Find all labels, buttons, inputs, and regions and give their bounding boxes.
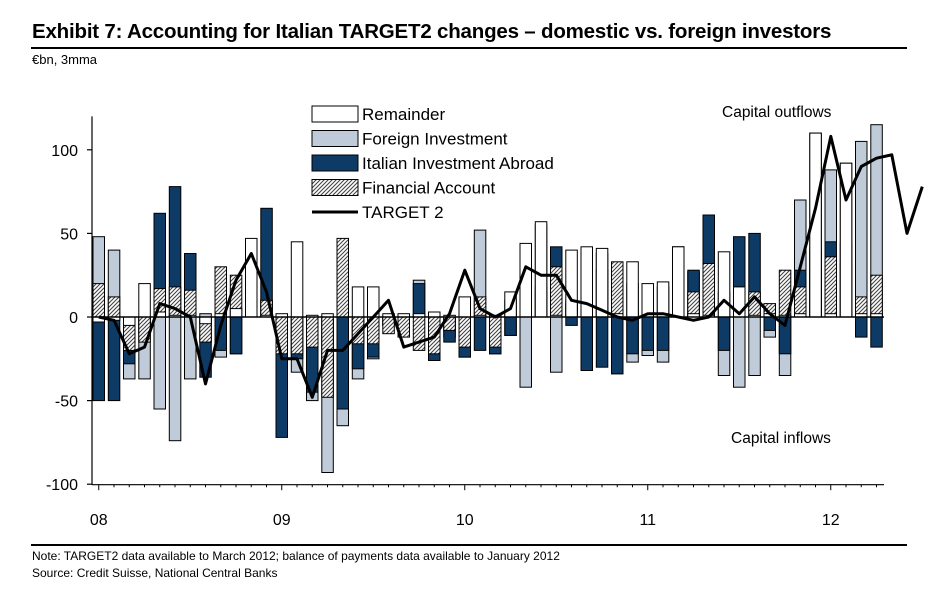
x-tick-label: 10 [456,512,474,529]
chart-source: Source: Credit Suisse, National Central … [32,566,278,580]
bar-italian-investment-abroad [565,316,578,326]
bar-italian-investment-abroad [92,316,105,402]
bar-financial-account [702,263,715,318]
bar-remainder [672,246,685,318]
legend-financial-account-swatch [311,179,359,196]
line-layer [98,134,924,399]
bar-italian-investment-abroad [717,316,731,351]
x-tick-label: 08 [90,512,108,529]
unit-label: €bn, 3mma [32,52,98,67]
legend: Remainder Foreign Investment Italian Inves… [311,105,554,222]
bar-remainder [290,241,304,318]
bar-financial-account [489,316,502,348]
legend-remainder-swatch [311,105,359,123]
y-tick-label: 0 [69,310,78,327]
bar-foreign-investment [184,316,197,380]
bar-foreign-investment [519,316,532,388]
bar-italian-investment-abroad [229,316,243,355]
y-tick-label: -50 [55,394,78,411]
bar-italian-investment-abroad [656,316,670,351]
footer-rule [31,544,907,546]
bar-financial-account [611,261,624,318]
bar-italian-investment-abroad [763,316,776,331]
title-rule [31,47,907,49]
bar-foreign-investment [550,316,563,373]
bar-financial-account [184,289,197,318]
bar-remainder [138,283,151,318]
chart-title: Exhibit 7: Accounting for Italian TARGET… [32,20,832,43]
bar-remainder [534,221,548,318]
bar-remainder [229,308,243,318]
bar-financial-account [382,316,395,335]
y-tick-label: 100 [51,143,78,160]
bar-italian-investment-abroad [870,316,883,348]
legend-remainder-label: Remainder [362,105,445,124]
axis-layer: 100 50 0 -50 -100 08 09 10 11 12 [46,116,884,529]
y-tick-label: 50 [60,226,78,243]
bar-foreign-investment [153,316,166,410]
bar-remainder [565,249,578,318]
target2-line [98,134,924,399]
bar-italian-investment-abroad [412,283,426,318]
bar-italian-investment-abroad [336,316,349,410]
annotation-capital-outflows: Capital outflows [722,104,832,121]
legend-italian-investment-abroad: Italian Investment Abroad [311,154,554,173]
bar-remainder [199,316,212,325]
legend-foreign-investment-label: Foreign Investment [362,130,508,149]
bar-financial-account [321,316,334,398]
bar-remainder [458,296,471,318]
bars-layer [92,124,883,473]
bar-remainder [595,247,609,318]
legend-italian-investment-abroad-label: Italian Investment Abroad [362,154,554,173]
x-tick-label: 12 [822,512,840,529]
bar-financial-account [290,316,304,355]
bar-financial-account [306,316,319,348]
bar-financial-account [412,316,426,351]
legend-remainder: Remainder [311,105,445,124]
x-tick-label: 11 [639,512,656,529]
bar-remainder [123,316,136,326]
legend-foreign-investment-swatch [311,130,359,147]
chart-note: Note: TARGET2 data available to March 20… [32,549,560,563]
bar-foreign-investment [748,316,761,376]
bar-remainder [717,251,731,318]
x-tick-label: 09 [273,512,291,529]
bar-financial-account [870,274,883,318]
bar-financial-account [794,286,807,318]
legend-financial-account-label: Financial Account [362,179,496,198]
bar-italian-investment-abroad [611,316,624,375]
bar-remainder [351,286,365,318]
bar-italian-investment-abroad [580,316,593,371]
bar-financial-account [107,296,121,318]
legend-target2: TARGET 2 [312,203,444,222]
bar-financial-account [824,256,837,318]
legend-target2-label: TARGET 2 [362,203,444,222]
bar-italian-investment-abroad [595,316,609,368]
legend-foreign-investment: Foreign Investment [311,130,508,149]
bar-italian-investment-abroad [504,316,517,336]
bar-financial-account [92,283,105,318]
bar-foreign-investment [733,316,746,388]
annotation-capital-inflows: Capital inflows [731,430,831,447]
bar-financial-account [458,316,471,348]
bar-remainder [641,283,654,318]
legend-italian-investment-abroad-swatch [311,154,359,172]
bar-italian-investment-abroad [626,316,639,355]
bar-remainder [245,237,258,318]
bar-foreign-investment [168,316,182,442]
bar-italian-investment-abroad [855,316,868,338]
legend-financial-account: Financial Account [311,179,496,198]
bar-remainder [656,281,670,318]
bar-italian-investment-abroad [473,316,487,351]
bar-remainder [626,261,639,318]
bar-financial-account [336,237,349,318]
y-tick-label: -100 [46,477,78,494]
bar-italian-investment-abroad [641,316,654,351]
